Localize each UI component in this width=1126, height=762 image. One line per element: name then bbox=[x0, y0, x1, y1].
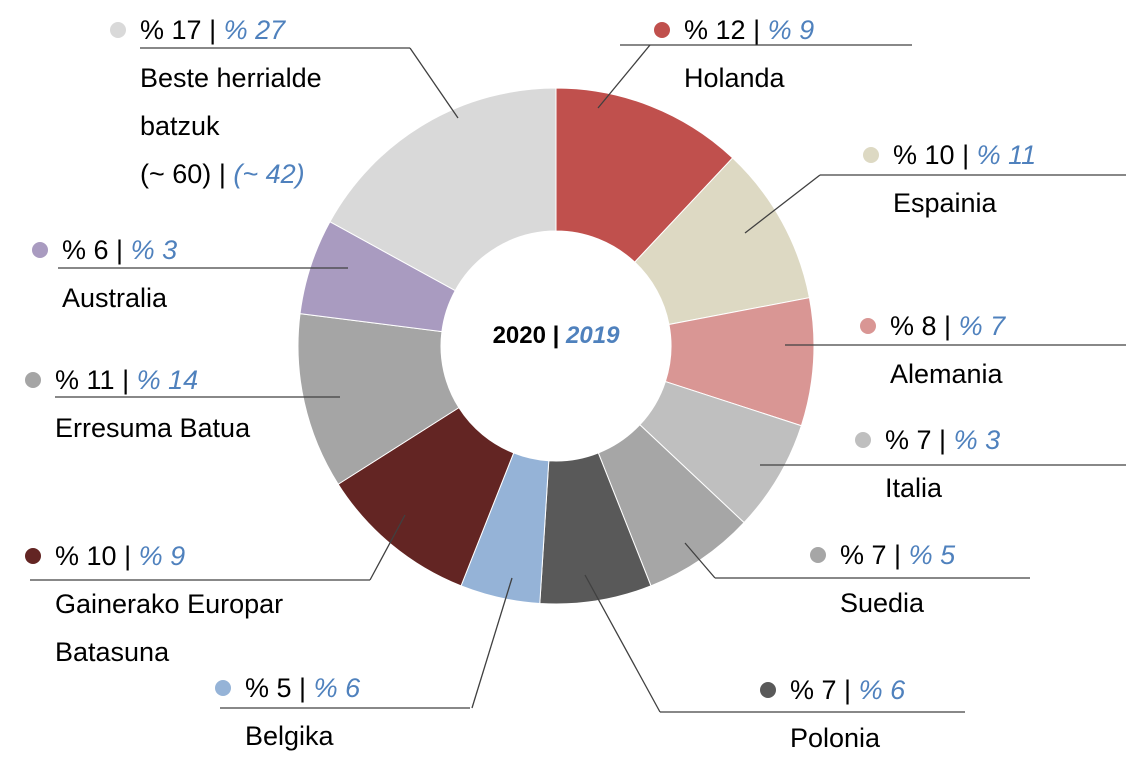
value-line: % 7 | % 5 bbox=[810, 531, 1070, 579]
separator: | bbox=[962, 140, 970, 170]
category-label: Erresuma Batua bbox=[55, 413, 251, 443]
data-label: % 8 | % 7 Alemania bbox=[860, 302, 1120, 398]
separator: | bbox=[124, 541, 132, 571]
data-label: % 5 | % 6 Belgika bbox=[215, 664, 475, 760]
legend-dot bbox=[215, 680, 231, 696]
separator: | bbox=[218, 159, 226, 189]
value-label: % 7 bbox=[885, 425, 932, 455]
legend-dot bbox=[860, 318, 876, 334]
count-label: (~ 60) bbox=[140, 159, 212, 189]
category-label: Beste herrialde batzuk bbox=[140, 63, 322, 141]
value-label: % 5 bbox=[245, 673, 292, 703]
center-label: 2020 | 2019 bbox=[441, 324, 671, 348]
value-line: % 8 | % 7 bbox=[860, 302, 1120, 350]
data-label: % 6 | % 3 Australia bbox=[32, 226, 292, 322]
legend-dot bbox=[760, 682, 776, 698]
value-label: % 11 bbox=[976, 140, 1037, 170]
value-line: % 17 | % 27 bbox=[110, 6, 370, 54]
count-line: (~ 60) | (~ 42) bbox=[140, 150, 370, 198]
legend-dot bbox=[810, 547, 826, 563]
series-name: 2019 bbox=[566, 322, 620, 349]
value-label: % 7 bbox=[958, 311, 1006, 341]
value-label: % 11 bbox=[55, 365, 115, 395]
legend-dot bbox=[110, 22, 126, 38]
separator: | bbox=[944, 311, 952, 341]
value-line: % 10 | % 11 bbox=[863, 131, 1123, 179]
data-label: % 11 | % 14 Erresuma Batua bbox=[25, 356, 355, 452]
category-label: Holanda bbox=[684, 63, 785, 93]
value-label: % 6 bbox=[62, 235, 109, 265]
data-label: % 10 | % 11 Espainia bbox=[863, 131, 1123, 227]
value-label: % 9 bbox=[767, 15, 815, 45]
leader-line bbox=[684, 542, 716, 579]
leader-line bbox=[409, 47, 459, 119]
value-label: % 27 bbox=[223, 15, 286, 45]
category-label: Australia bbox=[62, 283, 168, 313]
separator: | bbox=[116, 235, 124, 265]
value-label: % 10 bbox=[55, 541, 117, 571]
data-label: % 7 | % 6 Polonia bbox=[760, 666, 1020, 762]
category-label: Suedia bbox=[840, 588, 925, 618]
category-label: Alemania bbox=[890, 359, 1003, 389]
category-label: Italia bbox=[885, 473, 943, 503]
legend-dot bbox=[32, 242, 48, 258]
legend-dot bbox=[25, 372, 41, 388]
value-label: % 6 bbox=[313, 673, 361, 703]
data-label: % 10 | % 9 Gainerako Europar Batasuna bbox=[25, 532, 355, 676]
value-label: % 6 bbox=[858, 675, 906, 705]
separator: | bbox=[894, 540, 902, 570]
leader-line bbox=[369, 514, 406, 581]
data-label: % 17 | % 27 Beste herrialde batzuk (~ 60) … bbox=[110, 6, 370, 198]
value-line: % 10 | % 9 bbox=[25, 532, 355, 580]
value-label: % 3 bbox=[953, 425, 1001, 455]
value-label: % 17 bbox=[140, 15, 202, 45]
count-label: (~ 42) bbox=[233, 159, 305, 189]
category-label: Belgika bbox=[245, 721, 334, 751]
data-label: % 12 | % 9 Holanda bbox=[654, 6, 984, 102]
separator: | bbox=[209, 15, 217, 45]
separator: | bbox=[939, 425, 947, 455]
data-label: % 7 | % 3 Italia bbox=[855, 416, 1115, 512]
donut-segment bbox=[297, 313, 460, 485]
legend-dot bbox=[25, 548, 41, 564]
value-line: % 6 | % 3 bbox=[32, 226, 292, 274]
value-label: % 12 bbox=[684, 15, 746, 45]
value-label: % 14 bbox=[136, 365, 199, 395]
category-label: Gainerako Europar Batasuna bbox=[55, 589, 284, 667]
series-name: 2020 bbox=[492, 322, 546, 349]
value-label: % 9 bbox=[138, 541, 186, 571]
data-label: % 7 | % 5 Suedia bbox=[810, 531, 1070, 627]
legend-dot bbox=[863, 147, 879, 163]
separator: | bbox=[122, 365, 130, 395]
value-line: % 12 | % 9 bbox=[654, 6, 984, 54]
value-label: % 7 bbox=[790, 675, 837, 705]
separator: | bbox=[844, 675, 852, 705]
value-label: % 10 bbox=[893, 140, 955, 170]
category-label: Espainia bbox=[893, 188, 997, 218]
separator: | bbox=[552, 322, 560, 349]
leader-line bbox=[744, 174, 821, 234]
value-label: % 5 bbox=[908, 540, 956, 570]
value-line: % 5 | % 6 bbox=[215, 664, 475, 712]
value-line: % 7 | % 6 bbox=[760, 666, 1020, 714]
value-label: % 3 bbox=[130, 235, 178, 265]
legend-dot bbox=[654, 22, 670, 38]
value-line: % 11 | % 14 bbox=[25, 356, 355, 404]
category-label: Polonia bbox=[790, 723, 881, 753]
leader-line bbox=[471, 577, 513, 709]
legend-dot bbox=[855, 432, 871, 448]
donut-segment bbox=[329, 87, 557, 292]
separator: | bbox=[753, 15, 761, 45]
value-line: % 7 | % 3 bbox=[855, 416, 1115, 464]
value-label: % 8 bbox=[890, 311, 937, 341]
leader-line bbox=[584, 574, 661, 713]
leader-line bbox=[597, 44, 651, 109]
value-label: % 7 bbox=[840, 540, 887, 570]
separator: | bbox=[299, 673, 307, 703]
